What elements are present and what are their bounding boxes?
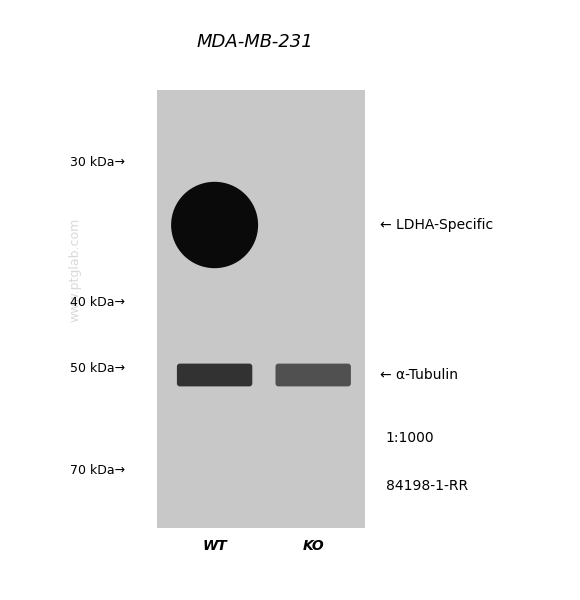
Text: 40 kDa→: 40 kDa→: [70, 296, 125, 310]
Text: MDA-MB-231: MDA-MB-231: [197, 33, 314, 51]
FancyBboxPatch shape: [177, 364, 252, 386]
Text: 70 kDa→: 70 kDa→: [70, 464, 125, 478]
Text: ← LDHA-Specific: ← LDHA-Specific: [380, 218, 493, 232]
Text: ← α-Tubulin: ← α-Tubulin: [380, 368, 458, 382]
Text: 1:1000: 1:1000: [386, 431, 434, 445]
Text: www.ptglab.com: www.ptglab.com: [69, 218, 82, 322]
Text: KO: KO: [302, 539, 324, 553]
FancyBboxPatch shape: [276, 364, 351, 386]
Text: WT: WT: [202, 539, 227, 553]
Text: 30 kDa→: 30 kDa→: [70, 155, 125, 169]
Text: 50 kDa→: 50 kDa→: [70, 362, 125, 376]
Text: 84198-1-RR: 84198-1-RR: [386, 479, 468, 493]
Ellipse shape: [171, 182, 258, 268]
FancyBboxPatch shape: [157, 90, 365, 528]
